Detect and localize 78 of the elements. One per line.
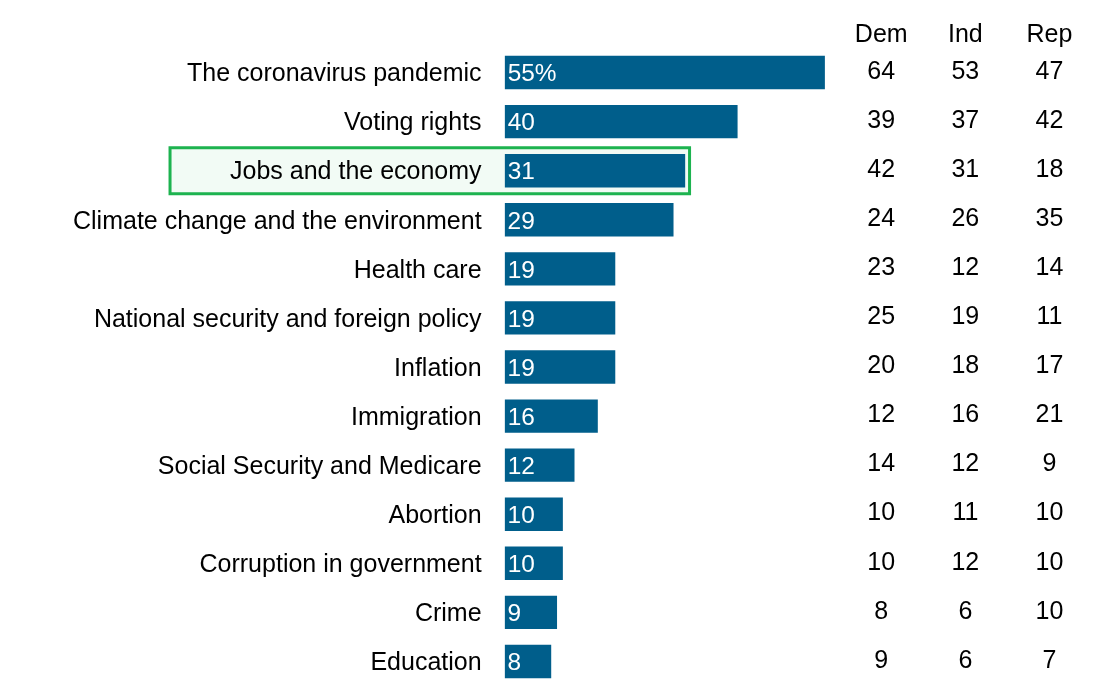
data-label: 31 bbox=[951, 153, 980, 182]
bar bbox=[504, 399, 598, 433]
data-label: 53 bbox=[951, 55, 980, 84]
bar bbox=[504, 104, 738, 139]
data-label: 8 bbox=[874, 595, 889, 624]
data-label: 19 bbox=[951, 301, 980, 330]
bar bbox=[504, 350, 616, 384]
y-tick-label: Crime bbox=[414, 598, 482, 627]
data-label: 8 bbox=[507, 648, 522, 676]
bar bbox=[504, 203, 674, 237]
bar bbox=[504, 55, 825, 90]
data-label: 9 bbox=[874, 644, 889, 673]
data-label: 23 bbox=[867, 252, 896, 281]
data-label: 10 bbox=[867, 546, 896, 575]
bar bbox=[504, 595, 558, 630]
data-label: 64 bbox=[867, 55, 896, 84]
bar bbox=[504, 301, 616, 335]
data-label: 39 bbox=[867, 104, 896, 133]
data-label: 11 bbox=[1036, 301, 1063, 330]
y-tick-label: Climate change and the environment bbox=[73, 205, 482, 234]
x-tick-label: Ind bbox=[947, 19, 983, 47]
data-label: 55% bbox=[507, 59, 557, 87]
data-label: 42 bbox=[867, 153, 896, 182]
y-tick-label: Social Security and Medicare bbox=[157, 450, 482, 479]
data-label: 24 bbox=[867, 203, 896, 232]
data-label: 10 bbox=[1035, 497, 1064, 526]
data-label: 10 bbox=[1035, 595, 1064, 624]
y-tick-label: Education bbox=[370, 647, 482, 676]
data-label: 12 bbox=[951, 546, 980, 575]
data-label: 10 bbox=[1035, 546, 1064, 575]
bar bbox=[504, 448, 575, 482]
data-label: 19 bbox=[507, 353, 535, 381]
bar bbox=[504, 154, 686, 188]
data-label: 12 bbox=[867, 399, 896, 428]
y-tick-label: Immigration bbox=[351, 401, 482, 430]
y-tick-label: National security and foreign policy bbox=[93, 303, 483, 332]
data-label: 18 bbox=[1035, 153, 1064, 182]
data-label: 16 bbox=[951, 399, 980, 428]
data-label: 42 bbox=[1035, 104, 1064, 133]
data-label: 29 bbox=[507, 206, 535, 234]
data-label: 18 bbox=[951, 350, 980, 379]
data-label: 31 bbox=[507, 157, 535, 185]
data-label: 20 bbox=[867, 350, 896, 379]
y-tick-label: Voting rights bbox=[344, 107, 482, 136]
data-label: 19 bbox=[507, 304, 535, 332]
data-label: 17 bbox=[1035, 350, 1064, 379]
data-label: 12 bbox=[951, 448, 980, 477]
y-tick-label: Corruption in government bbox=[199, 549, 482, 578]
data-label: 6 bbox=[958, 644, 973, 673]
data-label: 21 bbox=[1035, 399, 1064, 428]
y-tick-label: The coronavirus pandemic bbox=[187, 58, 482, 87]
data-label: 40 bbox=[507, 108, 535, 136]
data-label: 19 bbox=[507, 255, 535, 283]
data-label: 26 bbox=[951, 203, 980, 232]
y-tick-label: Jobs and the economy bbox=[230, 156, 483, 185]
data-label: 6 bbox=[958, 595, 973, 624]
data-label: 9 bbox=[507, 599, 522, 627]
data-label: 16 bbox=[507, 402, 535, 430]
data-label: 14 bbox=[1035, 252, 1064, 281]
data-label: 35 bbox=[1035, 203, 1064, 232]
y-tick-label: Inflation bbox=[394, 352, 482, 381]
y-tick-label: Health care bbox=[353, 254, 482, 283]
data-label: 12 bbox=[507, 451, 535, 479]
bar bbox=[504, 252, 616, 286]
data-label: 7 bbox=[1042, 644, 1057, 673]
data-label: 10 bbox=[507, 550, 535, 578]
data-label: 37 bbox=[951, 104, 980, 133]
data-label: 10 bbox=[867, 497, 896, 526]
data-label: 9 bbox=[1042, 448, 1057, 477]
data-label: 11 bbox=[952, 497, 979, 526]
data-label: 10 bbox=[507, 501, 535, 529]
x-tick-label: Dem bbox=[854, 19, 908, 47]
data-label: 25 bbox=[867, 301, 896, 330]
data-label: 47 bbox=[1035, 55, 1064, 84]
y-tick-label: Abortion bbox=[388, 499, 482, 528]
data-label: 14 bbox=[867, 448, 896, 477]
x-tick-label: Rep bbox=[1026, 19, 1073, 47]
data-label: 12 bbox=[951, 252, 980, 281]
